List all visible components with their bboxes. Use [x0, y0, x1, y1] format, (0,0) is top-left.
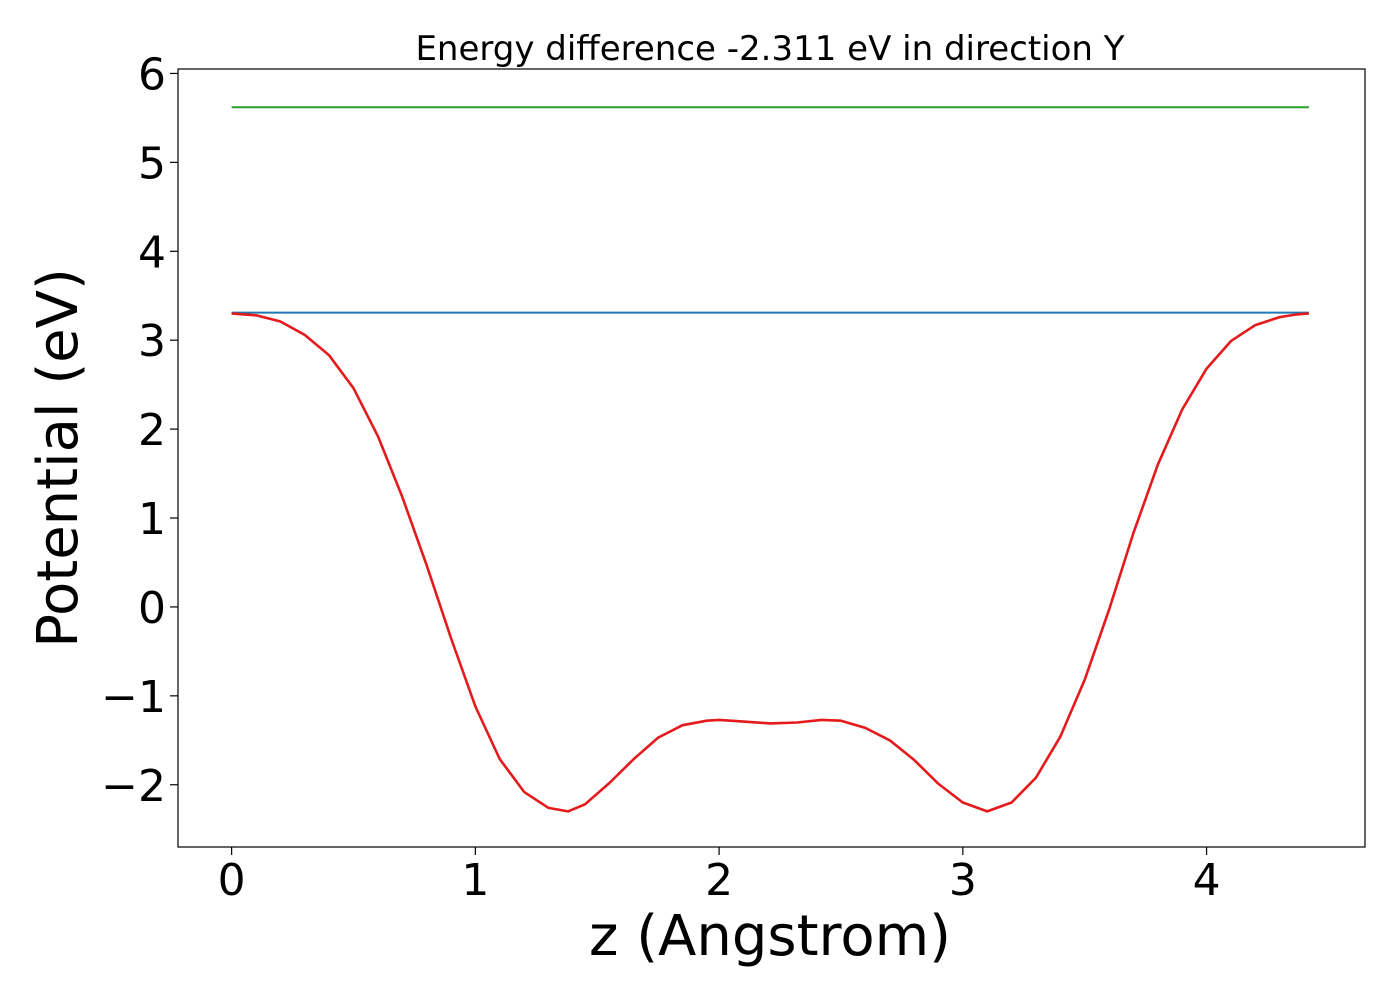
y-tick-label: −1 — [101, 672, 166, 723]
plot-frame — [177, 68, 1366, 848]
series-line-3 — [231, 312, 1309, 813]
x-tick-label: 4 — [1193, 855, 1221, 906]
y-axis: −2 −1 0 1 2 3 4 5 6 — [101, 49, 178, 812]
x-tick-label: 3 — [949, 855, 977, 906]
chart-title: Energy difference -2.311 eV in direction… — [415, 29, 1124, 69]
y-tick-label: 1 — [138, 494, 166, 545]
y-tick-label: 6 — [138, 49, 166, 100]
y-tick-label: −2 — [101, 761, 166, 812]
x-axis-label: z (Angstrom) — [589, 904, 951, 969]
x-tick-label: 0 — [218, 855, 246, 906]
y-tick-label: 4 — [138, 227, 166, 278]
y-tick-label: 5 — [138, 138, 166, 189]
x-tick-label: 1 — [461, 855, 489, 906]
series-layer — [231, 106, 1309, 813]
x-tick-label: 2 — [705, 855, 733, 906]
y-tick-label: 2 — [138, 405, 166, 456]
y-tick-label: 0 — [138, 583, 166, 634]
x-axis: 0 1 2 3 4 — [218, 847, 1221, 906]
y-tick-label: 3 — [138, 316, 166, 367]
y-axis-label: Potential (eV) — [26, 268, 91, 648]
